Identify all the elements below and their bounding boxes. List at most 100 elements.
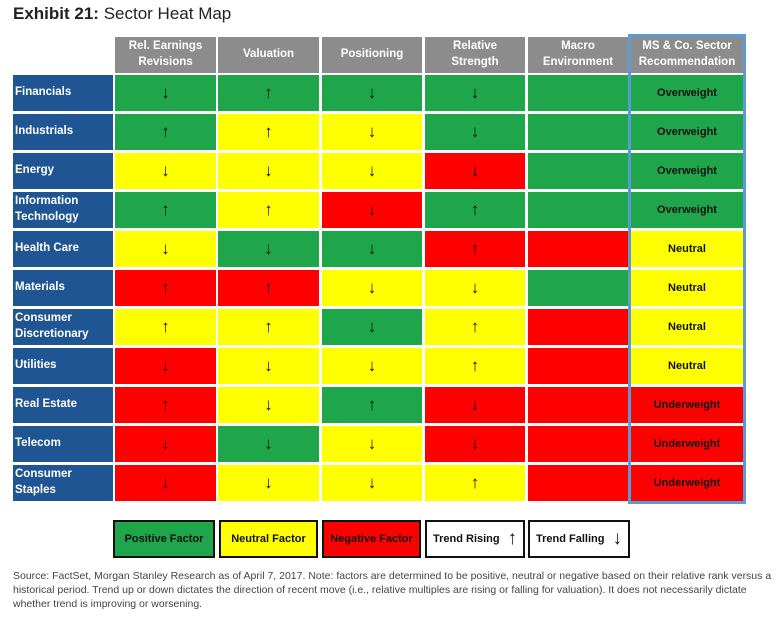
up-arrow-icon: ↑ [470, 356, 480, 375]
cell-utilities-valuation: ↓ [218, 348, 319, 384]
cell-financials-valuation: ↑ [218, 75, 319, 111]
row-label-real-estate: Real Estate [13, 387, 113, 423]
cell-real-estate-valuation: ↓ [218, 387, 319, 423]
row-label-consumer-discretionary: Consumer Discretionary [13, 309, 113, 345]
down-arrow-icon: ↓ [367, 356, 377, 375]
cell-real-estate-relative-strength: ↓ [425, 387, 525, 423]
cell-industrials-valuation: ↑ [218, 114, 319, 150]
up-arrow-icon: ↑ [161, 278, 170, 297]
cell-health-care-rel-earnings-revisions: ↓ [115, 231, 216, 267]
down-arrow-icon: ↓ [367, 434, 377, 453]
legend-negative: Negative Factor [322, 520, 421, 558]
legend-negative-label: Negative Factor [330, 533, 413, 545]
legend-neutral-label: Neutral Factor [231, 533, 306, 545]
cell-information-technology-positioning: ↓ [322, 192, 422, 228]
cell-utilities-relative-strength: ↑ [425, 348, 525, 384]
cell-energy-relative-strength: ↓ [425, 153, 525, 189]
down-arrow-icon: ↓ [264, 356, 273, 375]
down-arrow-icon: ↓ [367, 278, 377, 297]
down-arrow-icon: ↓ [470, 395, 480, 414]
cell-telecom-relative-strength: ↓ [425, 426, 525, 462]
down-arrow-icon: ↓ [161, 473, 170, 492]
cell-health-care-relative-strength: ↑ [425, 231, 525, 267]
cell-information-technology-rel-earnings-revisions: ↑ [115, 192, 216, 228]
cell-materials-relative-strength: ↓ [425, 270, 525, 306]
cell-industrials-macro-environment [528, 114, 628, 150]
down-arrow-icon: ↓ [367, 161, 377, 180]
down-arrow-icon: ↓ [470, 278, 480, 297]
source-note: Source: FactSet, Morgan Stanley Research… [13, 570, 772, 611]
cell-utilities-rel-earnings-revisions: ↓ [115, 348, 216, 384]
column-header-relative-strength: Relative Strength [425, 37, 525, 73]
cell-energy-macro-environment [528, 153, 628, 189]
cell-industrials-rel-earnings-revisions: ↑ [115, 114, 216, 150]
cell-health-care-valuation: ↓ [218, 231, 319, 267]
recommendation-health-care: Neutral [631, 231, 743, 267]
cell-real-estate-rel-earnings-revisions: ↑ [115, 387, 216, 423]
cell-consumer-discretionary-positioning: ↓ [322, 309, 422, 345]
cell-real-estate-positioning: ↑ [322, 387, 422, 423]
cell-consumer-staples-rel-earnings-revisions: ↓ [115, 465, 216, 501]
cell-energy-positioning: ↓ [322, 153, 422, 189]
column-header-valuation: Valuation [218, 37, 319, 73]
legend-rising-label: Trend Rising [433, 533, 500, 545]
legend-positive: Positive Factor [113, 520, 215, 558]
column-header-macro-environment: Macro Environment [528, 37, 628, 73]
legend-trend-rising: Trend Rising ↑ [425, 520, 525, 558]
cell-information-technology-valuation: ↑ [218, 192, 319, 228]
up-arrow-icon: ↑ [264, 200, 273, 219]
cell-financials-relative-strength: ↓ [425, 75, 525, 111]
cell-health-care-positioning: ↓ [322, 231, 422, 267]
cell-materials-rel-earnings-revisions: ↑ [115, 270, 216, 306]
legend-neutral: Neutral Factor [219, 520, 318, 558]
up-arrow-icon: ↑ [264, 317, 273, 336]
down-arrow-icon: ↓ [264, 239, 273, 258]
cell-financials-rel-earnings-revisions: ↓ [115, 75, 216, 111]
up-arrow-icon: ↑ [161, 122, 170, 141]
cell-health-care-macro-environment [528, 231, 628, 267]
down-arrow-icon: ↓ [367, 473, 377, 492]
row-label-financials: Financials [13, 75, 113, 111]
down-arrow-icon: ↓ [470, 122, 480, 141]
cell-energy-rel-earnings-revisions: ↓ [115, 153, 216, 189]
up-arrow-icon: ↑ [470, 239, 480, 258]
row-label-energy: Energy [13, 153, 113, 189]
row-label-telecom: Telecom [13, 426, 113, 462]
cell-consumer-staples-relative-strength: ↑ [425, 465, 525, 501]
row-label-information-technology: Information Technology [13, 192, 113, 228]
cell-industrials-positioning: ↓ [322, 114, 422, 150]
exhibit-title-text: Sector Heat Map [103, 4, 232, 23]
down-arrow-icon: ↓ [161, 434, 170, 453]
cell-utilities-positioning: ↓ [322, 348, 422, 384]
exhibit-title: Exhibit 21: Sector Heat Map [13, 4, 231, 24]
recommendation-materials: Neutral [631, 270, 743, 306]
up-arrow-icon: ↑ [367, 395, 377, 414]
row-label-industrials: Industrials [13, 114, 113, 150]
down-arrow-icon: ↓ [367, 83, 377, 102]
cell-consumer-discretionary-relative-strength: ↑ [425, 309, 525, 345]
cell-utilities-macro-environment [528, 348, 628, 384]
legend-positive-label: Positive Factor [124, 533, 204, 545]
recommendation-consumer-staples: Underweight [631, 465, 743, 501]
up-arrow-icon: ↑ [161, 395, 170, 414]
cell-consumer-discretionary-macro-environment [528, 309, 628, 345]
cell-materials-positioning: ↓ [322, 270, 422, 306]
recommendation-real-estate: Underweight [631, 387, 743, 423]
cell-information-technology-relative-strength: ↑ [425, 192, 525, 228]
cell-energy-valuation: ↓ [218, 153, 319, 189]
down-arrow-icon: ↓ [161, 161, 170, 180]
up-arrow-icon: ↑ [264, 278, 273, 297]
recommendation-industrials: Overweight [631, 114, 743, 150]
down-arrow-icon: ↓ [161, 83, 170, 102]
up-arrow-icon: ↑ [470, 200, 480, 219]
cell-telecom-rel-earnings-revisions: ↓ [115, 426, 216, 462]
up-arrow-icon: ↑ [470, 473, 480, 492]
cell-consumer-discretionary-rel-earnings-revisions: ↑ [115, 309, 216, 345]
down-arrow-icon: ↓ [161, 356, 170, 375]
column-header-rel-earnings-revisions: Rel. Earnings Revisions [115, 37, 216, 73]
down-arrow-icon: ↓ [264, 395, 273, 414]
cell-materials-macro-environment [528, 270, 628, 306]
recommendation-telecom: Underweight [631, 426, 743, 462]
cell-telecom-valuation: ↓ [218, 426, 319, 462]
cell-materials-valuation: ↑ [218, 270, 319, 306]
